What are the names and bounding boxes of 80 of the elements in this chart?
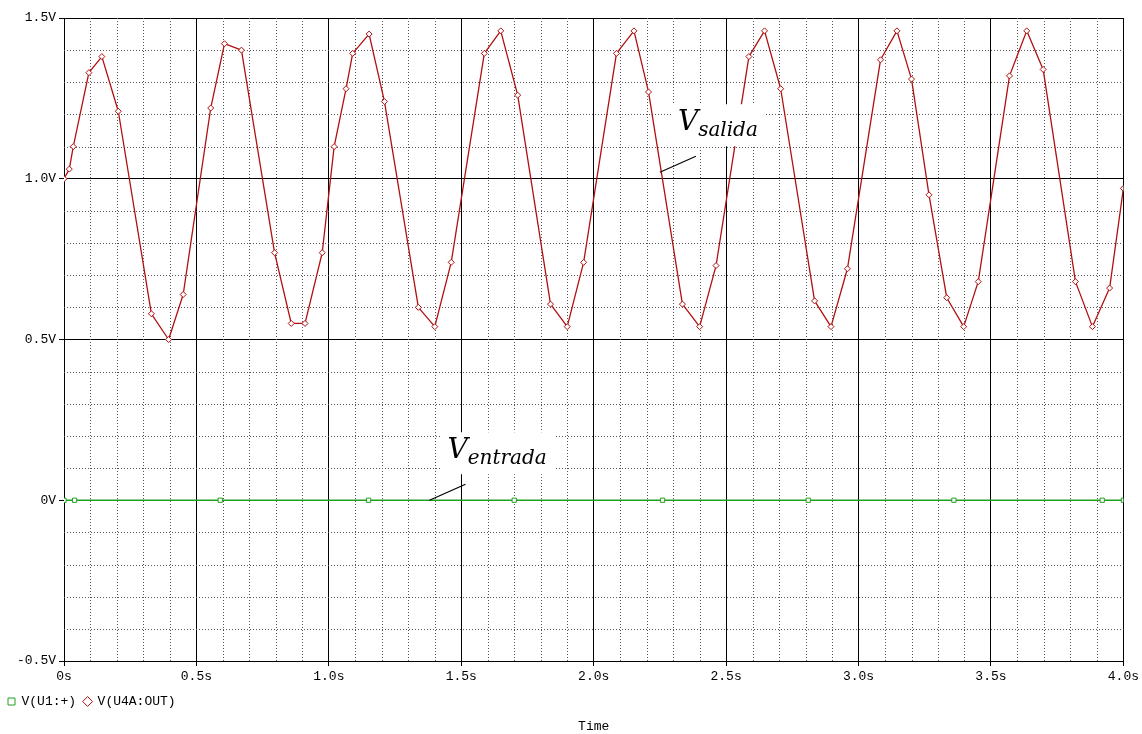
point bbox=[1088, 323, 1096, 331]
point bbox=[745, 53, 753, 61]
point bbox=[221, 40, 228, 48]
point bbox=[301, 319, 309, 327]
y-tick-label: -0.5V bbox=[16, 653, 57, 669]
point bbox=[431, 323, 439, 331]
point bbox=[943, 294, 951, 302]
point bbox=[777, 85, 785, 93]
point bbox=[71, 497, 78, 503]
point bbox=[645, 88, 653, 96]
point bbox=[69, 143, 77, 151]
x-tick-label: 2.5s bbox=[710, 669, 742, 685]
point bbox=[925, 191, 933, 199]
point bbox=[365, 30, 373, 38]
point bbox=[207, 104, 215, 112]
point bbox=[179, 290, 187, 298]
point bbox=[514, 91, 522, 99]
point bbox=[1023, 27, 1031, 35]
point bbox=[497, 27, 505, 35]
point bbox=[271, 249, 279, 257]
x-tick-label: 4.0s bbox=[1107, 669, 1140, 685]
point bbox=[447, 258, 455, 266]
y-tick-label: 0.5V bbox=[24, 331, 57, 347]
point bbox=[960, 323, 968, 331]
point bbox=[65, 165, 73, 173]
point bbox=[761, 27, 769, 35]
x-tick-label: 1.0s bbox=[313, 669, 345, 685]
x-tick-label: 0s bbox=[56, 669, 72, 685]
point bbox=[974, 278, 982, 286]
point bbox=[342, 85, 350, 93]
y-tick-label: 1.0V bbox=[24, 171, 57, 187]
point bbox=[659, 497, 666, 503]
x-tick-label: 1.5s bbox=[445, 669, 477, 685]
point bbox=[951, 497, 957, 503]
point bbox=[287, 319, 295, 327]
point bbox=[1039, 65, 1047, 73]
point bbox=[630, 27, 638, 35]
point bbox=[696, 323, 704, 331]
point bbox=[563, 323, 571, 331]
point bbox=[365, 497, 372, 503]
legend-label: V(U4A:OUT) bbox=[97, 693, 176, 709]
point bbox=[805, 497, 811, 503]
point bbox=[1071, 278, 1079, 286]
point bbox=[349, 49, 357, 57]
point bbox=[678, 300, 686, 308]
x-tick-label: 3.5s bbox=[975, 669, 1007, 685]
point bbox=[827, 323, 835, 331]
point bbox=[85, 69, 93, 77]
point bbox=[908, 75, 916, 83]
x-tick-label: 0.5s bbox=[180, 669, 213, 685]
point bbox=[511, 497, 517, 503]
point bbox=[330, 143, 338, 151]
point bbox=[893, 27, 901, 35]
point bbox=[712, 262, 720, 270]
point bbox=[547, 300, 555, 308]
point bbox=[98, 53, 106, 61]
y-tick-label: 1.5V bbox=[24, 10, 57, 26]
point bbox=[217, 497, 223, 503]
point bbox=[1106, 284, 1114, 292]
point bbox=[147, 310, 155, 318]
point bbox=[114, 107, 122, 115]
point bbox=[480, 49, 488, 57]
point bbox=[318, 249, 326, 257]
point bbox=[380, 98, 388, 106]
point bbox=[1120, 497, 1124, 503]
y-tick-label: 0V bbox=[40, 492, 57, 508]
point bbox=[877, 56, 885, 64]
x-tick-label: 3.0s bbox=[842, 669, 875, 685]
point bbox=[165, 336, 173, 343]
legend-label: V(U1:+) bbox=[21, 693, 77, 709]
point bbox=[1006, 72, 1014, 80]
x-tick-label: 2.0s bbox=[578, 669, 610, 685]
point bbox=[580, 258, 588, 266]
point bbox=[843, 265, 851, 273]
point bbox=[612, 49, 620, 57]
point bbox=[1099, 497, 1105, 503]
point bbox=[811, 297, 819, 305]
point bbox=[237, 46, 245, 54]
point bbox=[414, 303, 422, 311]
x-axis-title: Time bbox=[578, 719, 610, 734]
